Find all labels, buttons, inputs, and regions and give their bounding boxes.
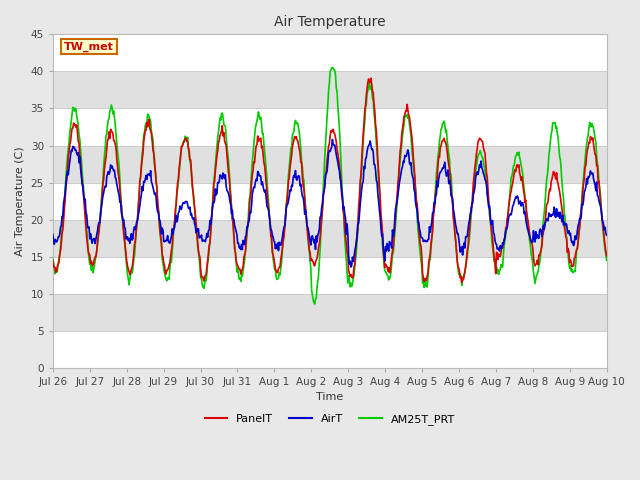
AM25T_PRT	[328, 65, 336, 71]
AM25T_PRT	[59, 212, 67, 218]
AM25T_PRT	[172, 204, 180, 210]
Text: TW_met: TW_met	[64, 41, 114, 52]
Legend: PanelT, AirT, AM25T_PRT: PanelT, AirT, AM25T_PRT	[200, 409, 459, 429]
PanelT	[202, 273, 209, 278]
AirT	[399, 164, 406, 169]
PanelT	[398, 131, 406, 137]
Line: PanelT: PanelT	[53, 78, 607, 283]
AirT	[202, 239, 209, 245]
Line: AirT: AirT	[53, 139, 607, 267]
AM25T_PRT	[202, 275, 209, 281]
AM25T_PRT	[49, 256, 57, 262]
AM25T_PRT	[116, 174, 124, 180]
AM25T_PRT	[415, 233, 422, 239]
AirT	[172, 212, 180, 218]
AM25T_PRT	[311, 301, 319, 307]
Bar	[53, 294, 607, 331]
PanelT	[49, 258, 57, 264]
PanelT	[414, 211, 422, 217]
AM25T_PRT	[603, 257, 611, 263]
PanelT	[116, 186, 124, 192]
Bar	[53, 108, 607, 145]
Bar	[53, 145, 607, 182]
AirT	[603, 232, 611, 238]
Bar	[53, 35, 607, 72]
Bar	[53, 72, 607, 108]
Bar	[53, 257, 607, 294]
PanelT	[458, 280, 466, 286]
Bar	[53, 182, 607, 220]
PanelT	[59, 227, 67, 233]
PanelT	[603, 253, 611, 259]
Bar	[53, 331, 607, 368]
Bar	[53, 220, 607, 257]
Line: AM25T_PRT: AM25T_PRT	[53, 68, 607, 304]
AirT	[49, 232, 57, 238]
AirT	[116, 199, 124, 205]
AirT	[347, 264, 355, 270]
PanelT	[367, 75, 375, 81]
X-axis label: Time: Time	[316, 393, 343, 402]
AirT	[415, 219, 422, 225]
PanelT	[172, 202, 180, 208]
AM25T_PRT	[399, 132, 406, 138]
Title: Air Temperature: Air Temperature	[274, 15, 385, 29]
Y-axis label: Air Temperature (C): Air Temperature (C)	[15, 146, 25, 256]
AirT	[328, 136, 336, 142]
AirT	[59, 214, 67, 220]
